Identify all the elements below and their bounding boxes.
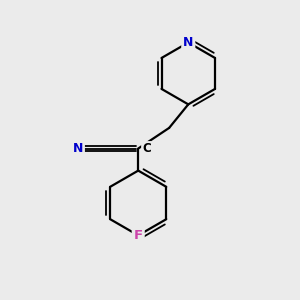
Text: N: N [183,36,194,49]
Text: F: F [134,229,143,242]
Text: C: C [142,142,151,155]
Text: N: N [73,142,83,155]
